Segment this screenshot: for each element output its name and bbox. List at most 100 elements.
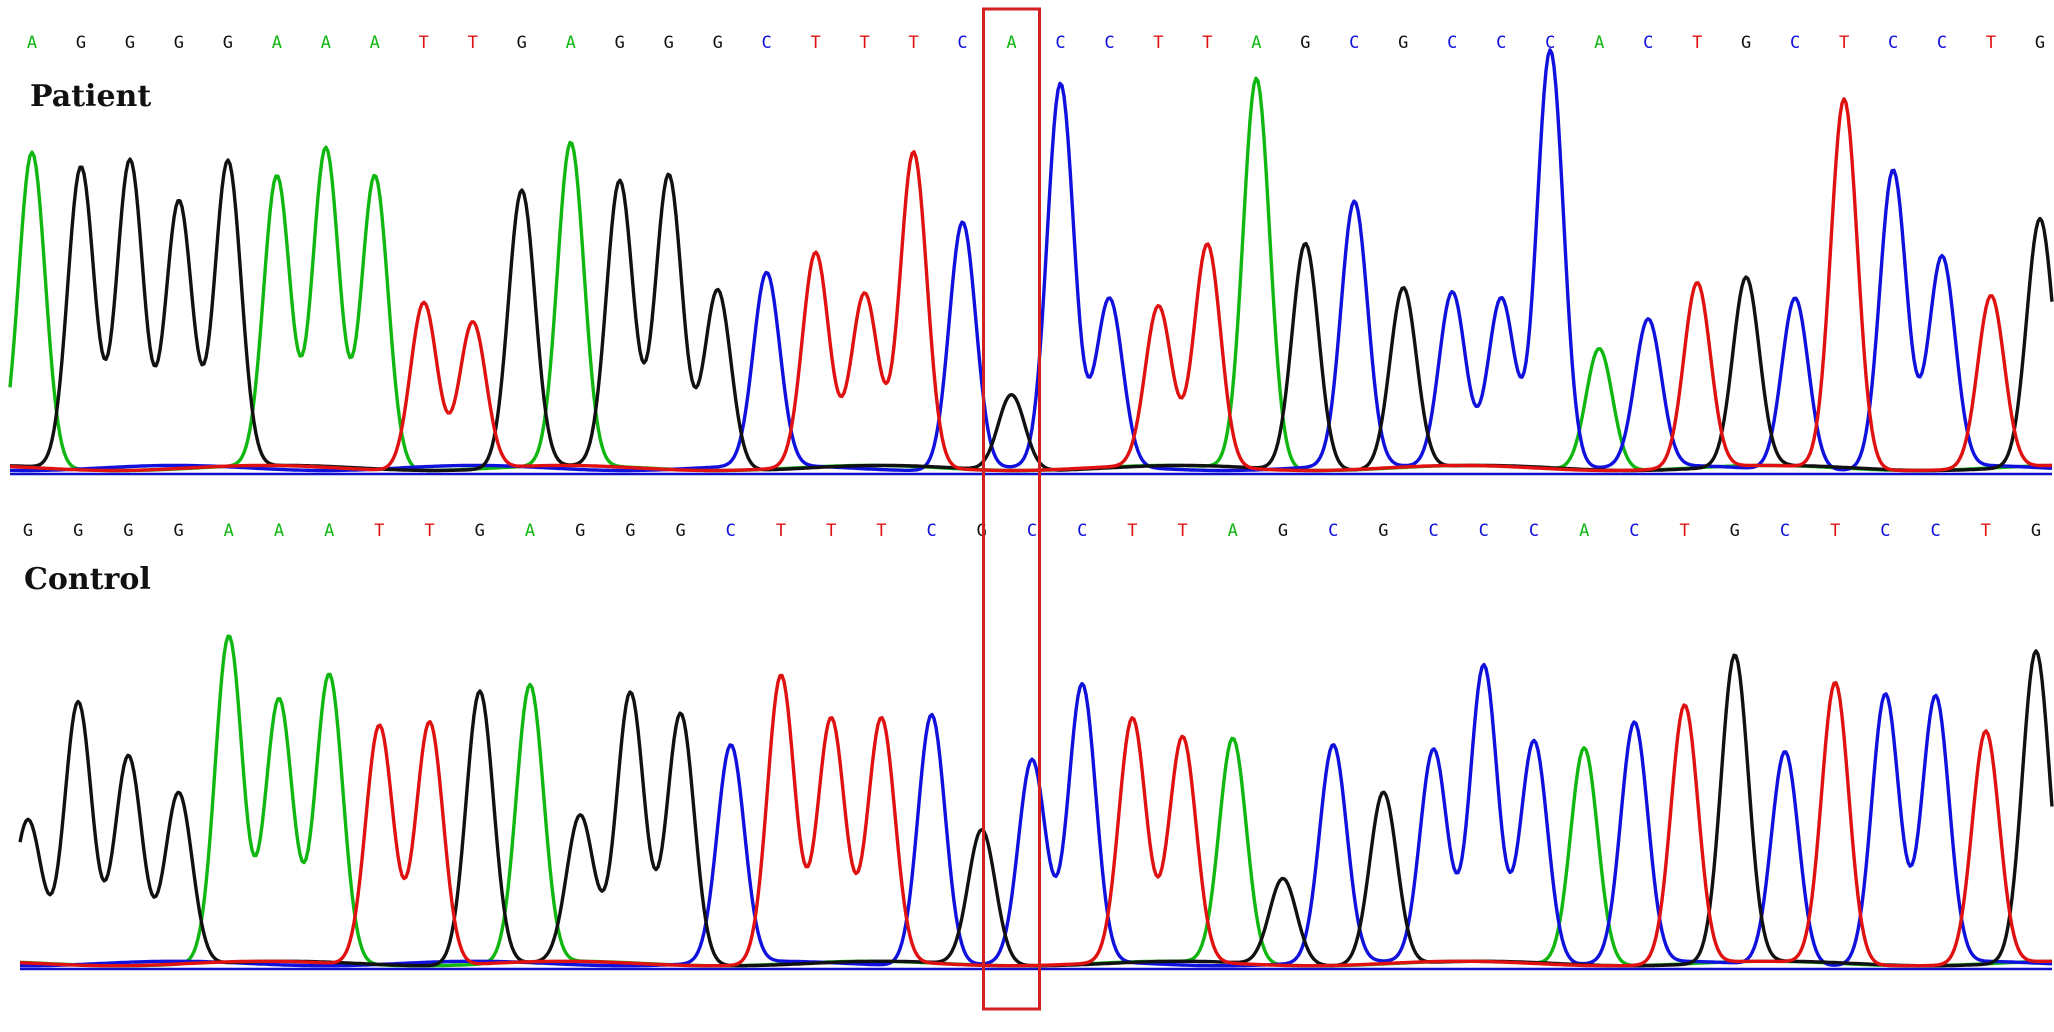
peak-point (1156, 311, 1160, 315)
base-call: C (1529, 521, 1539, 541)
base-call: G (713, 33, 723, 53)
peak-point (177, 202, 181, 206)
base-call: A (274, 521, 284, 541)
peak-point (1984, 733, 1988, 737)
control-label: Control (24, 562, 151, 597)
peak-point (1331, 748, 1335, 752)
base-call: G (1278, 521, 1288, 541)
peak-point (1695, 286, 1699, 290)
base-call: G (2031, 521, 2041, 541)
peak-point (176, 793, 180, 797)
peak-point (1381, 793, 1385, 797)
base-call: G (173, 521, 183, 541)
base-call: A (324, 521, 334, 541)
peak-point (1646, 324, 1650, 328)
peak-point (1281, 880, 1285, 884)
peak-point (478, 692, 482, 696)
base-call: G (23, 521, 33, 541)
peak-point (1842, 101, 1846, 105)
peak-point (911, 156, 915, 160)
peak-point (1883, 696, 1887, 700)
base-call: C (1349, 33, 1359, 53)
base-call: T (419, 33, 429, 53)
peak-point (2034, 655, 2038, 659)
peak-point (1940, 261, 1944, 265)
base-call: A (224, 521, 234, 541)
variant-highlight-box (982, 7, 1041, 1011)
peak-point (2038, 223, 2042, 227)
peak-point (667, 177, 671, 181)
base-call: G (76, 33, 86, 53)
peak-point (528, 688, 532, 692)
peak-point (128, 160, 132, 164)
base-call: T (374, 521, 384, 541)
base-call: A (1594, 33, 1604, 53)
peak-point (1254, 80, 1258, 84)
peak-point (1532, 741, 1536, 745)
peak-point (1009, 395, 1013, 399)
trace-A (8, 76, 2053, 473)
base-call: C (1545, 33, 1555, 53)
base-call: T (1830, 521, 1840, 541)
base-call: C (726, 521, 736, 541)
peak-point (618, 185, 622, 189)
base-call: T (1127, 521, 1137, 541)
base-call: G (1300, 33, 1310, 53)
peak-point (1499, 299, 1503, 303)
base-call: T (1839, 33, 1849, 53)
peak-point (569, 147, 573, 151)
base-call: A (370, 33, 380, 53)
peak-point (126, 756, 130, 760)
peak-point (227, 640, 231, 644)
peak-point (275, 181, 279, 185)
peak-point (1891, 173, 1895, 177)
peak-point (1793, 299, 1797, 303)
base-call: C (1428, 521, 1438, 541)
peak-point (30, 156, 34, 160)
base-call: G (475, 521, 485, 541)
peak-point (1833, 685, 1837, 689)
peak-point (1582, 748, 1586, 752)
base-call: C (1328, 521, 1338, 541)
trace-T (19, 673, 2052, 968)
base-call: A (1579, 521, 1589, 541)
base-call: C (1930, 521, 1940, 541)
base-call: A (321, 33, 331, 53)
base-call: C (1479, 521, 1489, 541)
peak-point (779, 677, 783, 681)
base-call: G (517, 33, 527, 53)
peak-point (1450, 294, 1454, 298)
base-call: A (525, 521, 535, 541)
peak-point (1231, 741, 1235, 745)
base-call: T (1679, 521, 1689, 541)
base-call: T (1177, 521, 1187, 541)
peak-point (422, 303, 426, 307)
peak-point (1744, 282, 1748, 286)
peak-point (1989, 299, 1993, 303)
peak-point (1783, 752, 1787, 756)
base-call: T (1986, 33, 1996, 53)
peak-point (226, 164, 230, 168)
base-call: C (1447, 33, 1457, 53)
peak-point (829, 722, 833, 726)
base-call: A (1228, 521, 1238, 541)
base-call: T (826, 521, 836, 541)
peak-point (520, 194, 524, 198)
peak-point (1080, 688, 1084, 692)
base-call: C (926, 521, 936, 541)
base-call: G (223, 33, 233, 53)
base-call: C (957, 33, 967, 53)
base-call: T (1692, 33, 1702, 53)
base-call: C (1780, 521, 1790, 541)
patient-label: Patient (30, 79, 151, 114)
peak-point (813, 257, 817, 261)
trace-T (9, 97, 2052, 473)
base-call: G (1741, 33, 1751, 53)
peak-point (1107, 303, 1111, 307)
peak-point (471, 324, 475, 328)
control-panel: Control G G G G A A A T T G A G G G C T T T C G C C T T A G C G C C C A… (18, 521, 2054, 971)
peak-point (377, 726, 381, 730)
trace-C (20, 662, 2053, 968)
peak-point (1682, 707, 1686, 711)
